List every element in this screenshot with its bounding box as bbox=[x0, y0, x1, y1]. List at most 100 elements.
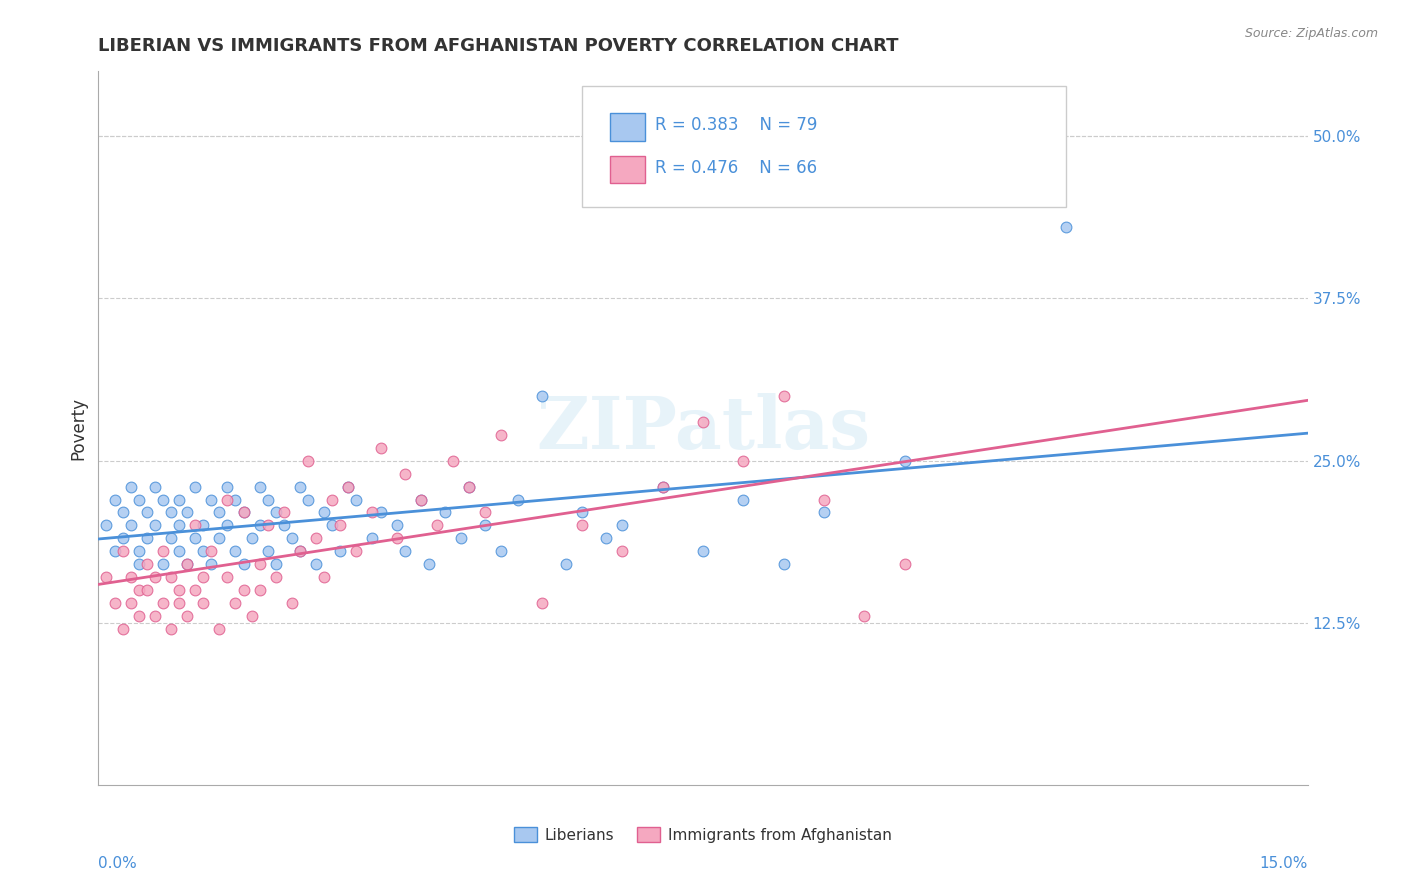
Point bbox=[96, 518, 118, 533]
Point bbox=[344, 544, 367, 558]
Point bbox=[394, 467, 416, 481]
Point bbox=[120, 518, 142, 533]
Point bbox=[128, 492, 150, 507]
Point bbox=[143, 479, 166, 493]
Point bbox=[249, 583, 271, 598]
Point bbox=[297, 492, 319, 507]
Point bbox=[160, 570, 183, 584]
Point bbox=[103, 596, 125, 610]
Text: R = 0.476    N = 66: R = 0.476 N = 66 bbox=[655, 159, 817, 177]
Point bbox=[297, 453, 319, 467]
Point bbox=[232, 506, 254, 520]
Point bbox=[120, 596, 142, 610]
Point bbox=[249, 558, 271, 572]
Point bbox=[288, 544, 311, 558]
Point bbox=[555, 558, 578, 572]
Point bbox=[160, 506, 183, 520]
Point bbox=[135, 532, 157, 546]
Point bbox=[111, 622, 134, 636]
Point bbox=[128, 609, 150, 624]
FancyBboxPatch shape bbox=[610, 155, 645, 184]
Point bbox=[152, 558, 174, 572]
Point bbox=[143, 609, 166, 624]
Point bbox=[329, 518, 352, 533]
Point bbox=[128, 544, 150, 558]
Point bbox=[273, 518, 295, 533]
Point bbox=[208, 532, 231, 546]
Point bbox=[692, 415, 714, 429]
Point bbox=[281, 532, 304, 546]
Point bbox=[288, 479, 311, 493]
Point bbox=[733, 492, 755, 507]
Point bbox=[184, 479, 207, 493]
Point bbox=[167, 492, 190, 507]
Point bbox=[853, 609, 876, 624]
Point bbox=[474, 506, 496, 520]
Point bbox=[813, 492, 835, 507]
Point bbox=[344, 492, 367, 507]
Text: ZIPatlas: ZIPatlas bbox=[536, 392, 870, 464]
Point bbox=[450, 532, 472, 546]
Point bbox=[128, 583, 150, 598]
Point bbox=[128, 558, 150, 572]
Point bbox=[167, 596, 190, 610]
Point bbox=[143, 518, 166, 533]
Point bbox=[458, 479, 481, 493]
Point bbox=[111, 544, 134, 558]
Point bbox=[217, 518, 239, 533]
Point bbox=[111, 506, 134, 520]
Point bbox=[249, 479, 271, 493]
Point bbox=[167, 583, 190, 598]
FancyBboxPatch shape bbox=[582, 86, 1066, 207]
Point bbox=[506, 492, 529, 507]
Point bbox=[571, 518, 593, 533]
Point bbox=[264, 506, 287, 520]
Text: Source: ZipAtlas.com: Source: ZipAtlas.com bbox=[1244, 27, 1378, 40]
Point bbox=[595, 532, 617, 546]
Point bbox=[160, 622, 183, 636]
Point bbox=[217, 479, 239, 493]
Point bbox=[200, 558, 222, 572]
Text: 0.0%: 0.0% bbox=[98, 856, 138, 871]
Point bbox=[893, 558, 915, 572]
Point bbox=[409, 492, 432, 507]
Point bbox=[491, 544, 513, 558]
Point bbox=[1054, 220, 1077, 235]
Point bbox=[200, 492, 222, 507]
Point bbox=[232, 558, 254, 572]
Point bbox=[135, 506, 157, 520]
Point bbox=[152, 596, 174, 610]
Text: 15.0%: 15.0% bbox=[1260, 856, 1308, 871]
Point bbox=[111, 532, 134, 546]
Point bbox=[314, 570, 336, 584]
Point bbox=[612, 544, 634, 558]
Point bbox=[200, 544, 222, 558]
Point bbox=[458, 479, 481, 493]
Legend: Liberians, Immigrants from Afghanistan: Liberians, Immigrants from Afghanistan bbox=[508, 821, 898, 848]
Point bbox=[385, 532, 408, 546]
Point bbox=[370, 441, 392, 455]
Point bbox=[426, 518, 449, 533]
Point bbox=[273, 506, 295, 520]
Point bbox=[288, 544, 311, 558]
Point bbox=[434, 506, 457, 520]
Text: R = 0.383    N = 79: R = 0.383 N = 79 bbox=[655, 116, 817, 134]
Point bbox=[813, 506, 835, 520]
Point bbox=[232, 506, 254, 520]
Point bbox=[530, 596, 553, 610]
Point bbox=[143, 570, 166, 584]
Point bbox=[305, 558, 328, 572]
Text: LIBERIAN VS IMMIGRANTS FROM AFGHANISTAN POVERTY CORRELATION CHART: LIBERIAN VS IMMIGRANTS FROM AFGHANISTAN … bbox=[98, 37, 898, 54]
Point bbox=[361, 506, 384, 520]
FancyBboxPatch shape bbox=[610, 112, 645, 141]
Point bbox=[329, 544, 352, 558]
Point bbox=[394, 544, 416, 558]
Point bbox=[314, 506, 336, 520]
Y-axis label: Poverty: Poverty bbox=[69, 397, 87, 459]
Point bbox=[491, 427, 513, 442]
Point bbox=[337, 479, 360, 493]
Point bbox=[184, 583, 207, 598]
Point bbox=[281, 596, 304, 610]
Point bbox=[103, 544, 125, 558]
Point bbox=[208, 506, 231, 520]
